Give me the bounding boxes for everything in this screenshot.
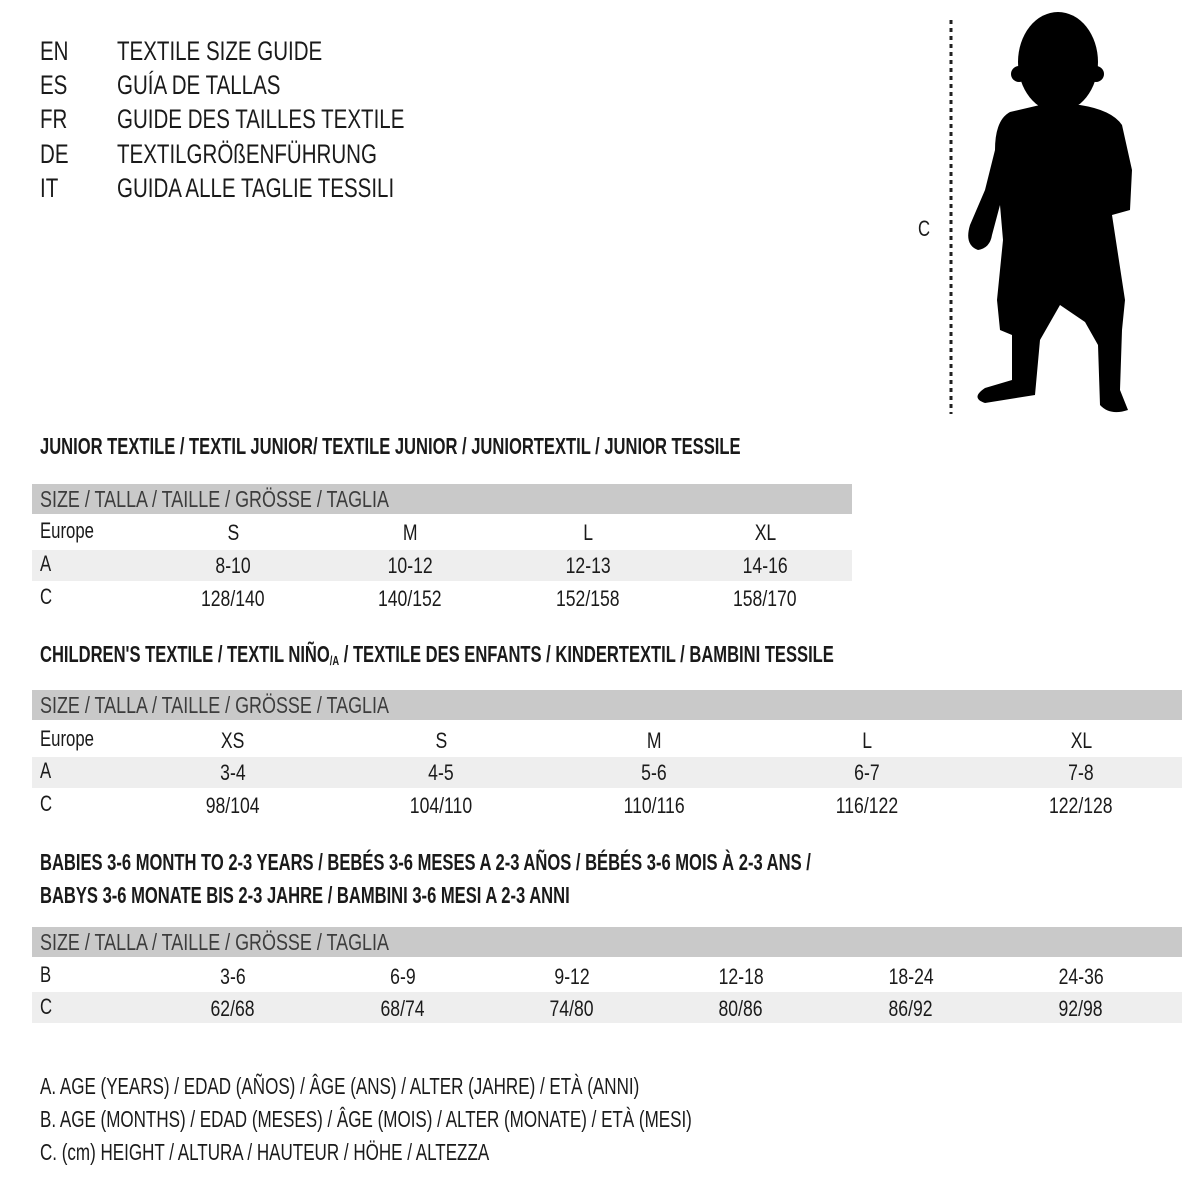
table-cell: 18-24 — [888, 964, 934, 989]
table-cell: 24-36 — [1058, 964, 1104, 989]
table-cell: 9-12 — [554, 964, 590, 989]
babies-table-header: SIZE / TALLA / TAILLE / GRÖSSE / TAGLIA — [32, 927, 1182, 957]
legend-item: B. AGE (MONTHS) / EDAD (MESES) / ÂGE (MO… — [40, 1106, 692, 1132]
table-cell: 68/74 — [380, 996, 426, 1021]
table-cell: 128/140 — [201, 586, 265, 611]
lang-title: GUÍA DE TALLAS — [117, 70, 281, 100]
lang-code: FR — [40, 104, 68, 134]
table-cell: S — [227, 520, 239, 545]
row-label: Europe — [40, 726, 94, 751]
table-cell: 12-13 — [565, 553, 611, 578]
children-table-header: SIZE / TALLA / TAILLE / GRÖSSE / TAGLIA — [32, 690, 1182, 720]
row-label: Europe — [40, 518, 94, 543]
table-cell: 86/92 — [888, 996, 934, 1021]
lang-code: EN — [40, 36, 69, 66]
table-cell: 3-6 — [220, 964, 246, 989]
table-cell: L — [862, 728, 872, 753]
table-cell: 152/158 — [556, 586, 620, 611]
row-label: C — [40, 584, 53, 609]
table-cell: 4-5 — [428, 760, 454, 785]
row-label: A — [40, 758, 52, 783]
table-cell: 116/122 — [835, 793, 899, 818]
child-silhouette-icon — [949, 12, 1132, 414]
table-cell: 14-16 — [742, 553, 788, 578]
table-cell: 62/68 — [210, 996, 256, 1021]
table-cell: 110/116 — [623, 793, 685, 818]
row-shade — [32, 757, 1182, 788]
babies-section-title-line2: BABYS 3-6 MONATE BIS 2-3 JAHRE / BAMBINI… — [40, 882, 570, 908]
legend-item: A. AGE (YEARS) / EDAD (AÑOS) / ÂGE (ANS)… — [40, 1073, 640, 1099]
lang-title: TEXTILGRÖßENFÜHRUNG — [117, 139, 377, 169]
row-shade — [32, 550, 852, 581]
table-cell: 6-9 — [390, 964, 416, 989]
table-cell: XL — [754, 520, 776, 545]
table-cell: 3-4 — [220, 760, 246, 785]
table-cell: 74/80 — [549, 996, 595, 1021]
row-shade — [32, 992, 1182, 1023]
table-cell: 92/98 — [1058, 996, 1104, 1021]
babies-section-title: BABIES 3-6 MONTH TO 2-3 YEARS / BEBÉS 3-… — [40, 849, 811, 875]
table-cell: XL — [1070, 728, 1092, 753]
table-cell: 7-8 — [1068, 760, 1094, 785]
junior-table-header: SIZE / TALLA / TAILLE / GRÖSSE / TAGLIA — [32, 484, 852, 514]
table-cell: L — [583, 520, 593, 545]
table-cell: M — [646, 728, 662, 753]
lang-title: GUIDE DES TAILLES TEXTILE — [117, 104, 405, 134]
table-cell: S — [435, 728, 447, 753]
table-cell: 6-7 — [854, 760, 880, 785]
table-cell: 12-18 — [718, 964, 764, 989]
table-cell: 5-6 — [641, 760, 667, 785]
legend-item: C. (cm) HEIGHT / ALTURA / HAUTEUR / HÖHE… — [40, 1139, 490, 1165]
table-cell: M — [402, 520, 418, 545]
height-measure-label: C — [918, 216, 931, 241]
row-label: C — [40, 994, 53, 1019]
table-cell: 98/104 — [206, 793, 260, 818]
table-cell: 140/152 — [378, 586, 442, 611]
table-cell: XS — [221, 728, 245, 753]
table-cell: 10-12 — [387, 553, 433, 578]
table-cell: 8-10 — [215, 553, 251, 578]
row-label: A — [40, 551, 52, 576]
row-label: C — [40, 791, 53, 816]
table-cell: 158/170 — [733, 586, 797, 611]
row-label: B — [40, 962, 52, 987]
lang-title: TEXTILE SIZE GUIDE — [117, 36, 323, 66]
lang-code: IT — [40, 173, 59, 203]
table-cell: 80/86 — [718, 996, 764, 1021]
lang-title: GUIDA ALLE TAGLIE TESSILI — [117, 173, 395, 203]
junior-section-title: JUNIOR TEXTILE / TEXTIL JUNIOR/ TEXTILE … — [40, 433, 741, 459]
children-section-title: CHILDREN'S TEXTILE / TEXTIL NIÑO/A / TEX… — [40, 641, 834, 668]
table-cell: 122/128 — [1049, 793, 1113, 818]
lang-code: DE — [40, 139, 69, 169]
table-cell: 104/110 — [409, 793, 473, 818]
lang-code: ES — [40, 70, 68, 100]
